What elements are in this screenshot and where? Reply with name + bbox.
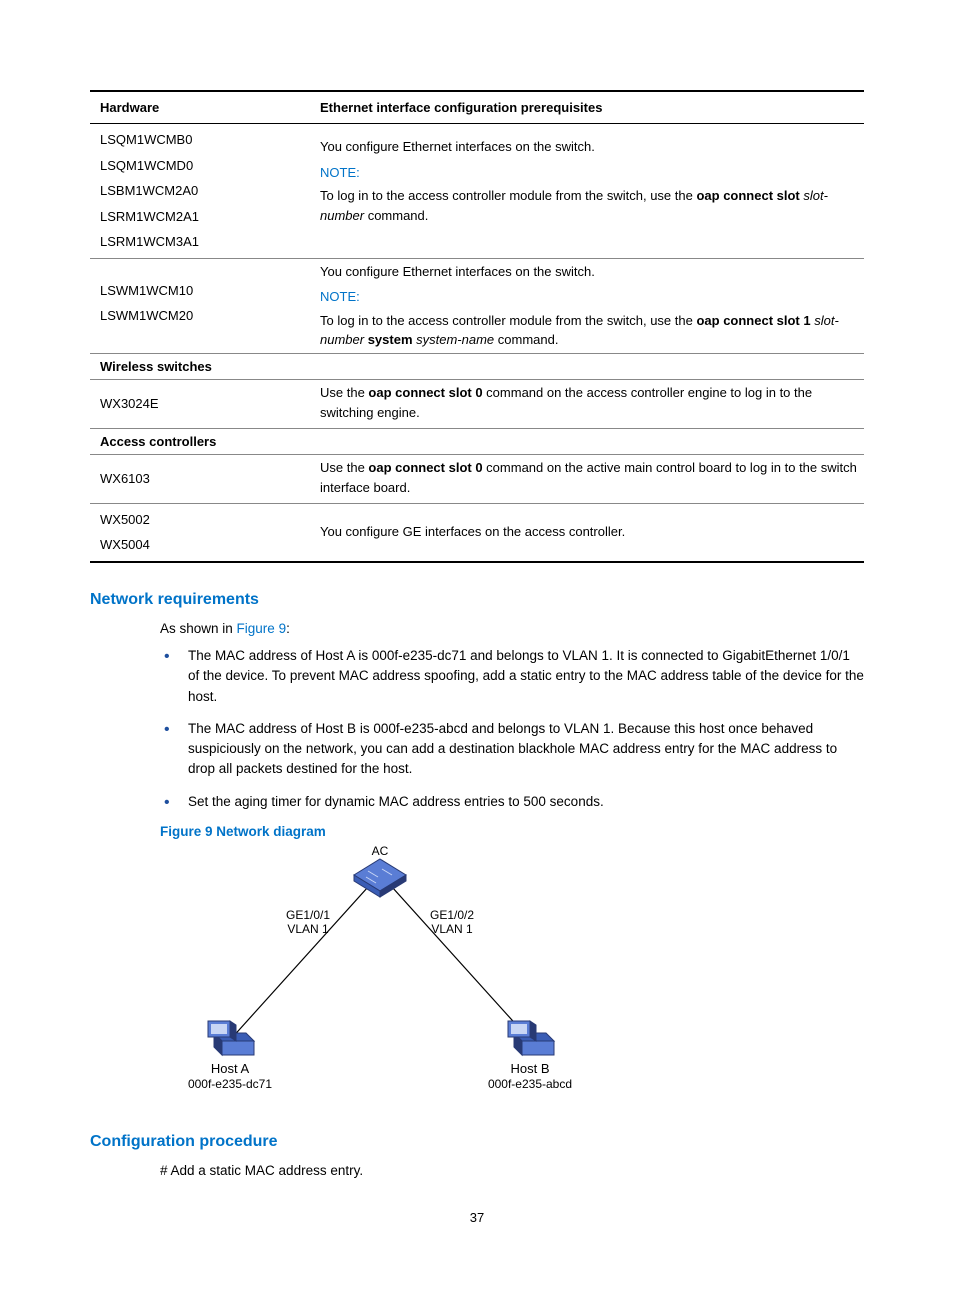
hw-item: WX3024E (90, 380, 310, 429)
section-header-row: Access controllers (90, 428, 864, 455)
cmd-bold: oap connect slot 0 (368, 460, 482, 475)
note-label: NOTE: (320, 287, 858, 307)
note-label: NOTE: (320, 163, 858, 183)
text: command. (364, 208, 428, 223)
cmd-bold: system (368, 332, 413, 347)
hw-item: LSQM1WCMD0 (100, 153, 304, 179)
text: To log in to the access controller modul… (320, 313, 696, 328)
network-diagram: AC GE1/0/1 VLAN 1 GE1/0/2 VLAN 1 Host A … (160, 845, 864, 1105)
text: As shown in (160, 621, 237, 636)
right-vlan-label: VLAN 1 (431, 922, 473, 936)
config-line: # Add a static MAC address entry. (160, 1161, 864, 1181)
bullet-item: Set the aging timer for dynamic MAC addr… (188, 792, 864, 812)
host-a-icon (208, 1021, 254, 1055)
hw-item: LSQM1WCMB0 (100, 127, 304, 153)
desc-note-body: To log in to the access controller modul… (320, 311, 858, 350)
hardware-list: LSWM1WCM10 LSWM1WCM20 (100, 262, 304, 345)
page-container: Hardware Ethernet interface configuratio… (0, 0, 954, 1296)
host-b-label: Host B (510, 1061, 549, 1076)
hw-item: LSRM1WCM3A1 (100, 229, 304, 255)
col-header-prereq: Ethernet interface configuration prerequ… (310, 91, 864, 124)
bullet-list: The MAC address of Host A is 000f-e235-d… (160, 646, 864, 812)
figure-link[interactable]: Figure 9 (237, 621, 287, 636)
hw-item: LSBM1WCM2A0 (100, 178, 304, 204)
table-row: WX6103 Use the oap connect slot 0 comman… (90, 455, 864, 504)
desc-cell: Use the oap connect slot 0 command on th… (310, 455, 864, 504)
figure-caption: Figure 9 Network diagram (160, 824, 864, 839)
host-a-label: Host A (211, 1061, 250, 1076)
hardware-list: LSQM1WCMB0 LSQM1WCMD0 LSBM1WCM2A0 LSRM1W… (100, 127, 304, 255)
bullet-item: The MAC address of Host B is 000f-e235-a… (188, 719, 864, 780)
ac-node-icon (354, 859, 406, 897)
section-heading-network-req: Network requirements (90, 591, 864, 609)
right-port-label: GE1/0/2 (430, 908, 474, 922)
hardware-table: Hardware Ethernet interface configuratio… (90, 90, 864, 563)
desc-cell: You configure Ethernet interfaces on the… (310, 124, 864, 259)
hardware-list: WX5002 WX5004 (100, 507, 304, 558)
text: Use the (320, 385, 368, 400)
section-heading-config: Configuration procedure (90, 1133, 864, 1151)
hw-item: WX5004 (100, 532, 304, 558)
text: Use the (320, 460, 368, 475)
text: To log in to the access controller modul… (320, 188, 696, 203)
left-vlan-label: VLAN 1 (287, 922, 329, 936)
text: : (286, 621, 290, 636)
section-header-row: Wireless switches (90, 353, 864, 380)
desc-line: You configure Ethernet interfaces on the… (320, 262, 858, 282)
table-header-row: Hardware Ethernet interface configuratio… (90, 91, 864, 124)
desc-line: You configure Ethernet interfaces on the… (320, 137, 858, 157)
desc-cell: You configure GE interfaces on the acces… (310, 503, 864, 562)
section-header: Wireless switches (90, 353, 310, 380)
left-port-label: GE1/0/1 (286, 908, 330, 922)
diagram-svg: AC GE1/0/1 VLAN 1 GE1/0/2 VLAN 1 Host A … (160, 845, 600, 1105)
table-row: LSWM1WCM10 LSWM1WCM20 You configure Ethe… (90, 258, 864, 353)
intro-line: As shown in Figure 9: (160, 619, 864, 639)
hw-item: LSRM1WCM2A1 (100, 204, 304, 230)
text: command. (494, 332, 558, 347)
desc-note-body: To log in to the access controller modul… (320, 186, 858, 225)
table-row: WX3024E Use the oap connect slot 0 comma… (90, 380, 864, 429)
host-a-mac: 000f-e235-dc71 (188, 1077, 272, 1091)
page-number: 37 (90, 1210, 864, 1225)
col-header-hardware: Hardware (90, 91, 310, 124)
ac-label: AC (372, 845, 389, 858)
hw-item: WX6103 (90, 455, 310, 504)
desc-cell: You configure Ethernet interfaces on the… (310, 258, 864, 353)
cmd-bold: oap connect slot 0 (368, 385, 482, 400)
bullet-item: The MAC address of Host A is 000f-e235-d… (188, 646, 864, 707)
hw-item: WX5002 (100, 507, 304, 533)
section-header: Access controllers (90, 428, 310, 455)
table-row: LSQM1WCMB0 LSQM1WCMD0 LSBM1WCM2A0 LSRM1W… (90, 124, 864, 259)
host-b-mac: 000f-e235-abcd (488, 1077, 572, 1091)
cmd-bold: oap connect slot (696, 188, 799, 203)
cmd-arg: system-name (416, 332, 494, 347)
table-row: WX5002 WX5004 You configure GE interface… (90, 503, 864, 562)
desc-cell: Use the oap connect slot 0 command on th… (310, 380, 864, 429)
cmd-bold: oap connect slot 1 (696, 313, 810, 328)
hw-item: LSWM1WCM20 (100, 303, 304, 329)
host-b-icon (508, 1021, 554, 1055)
hw-item: LSWM1WCM10 (100, 278, 304, 304)
